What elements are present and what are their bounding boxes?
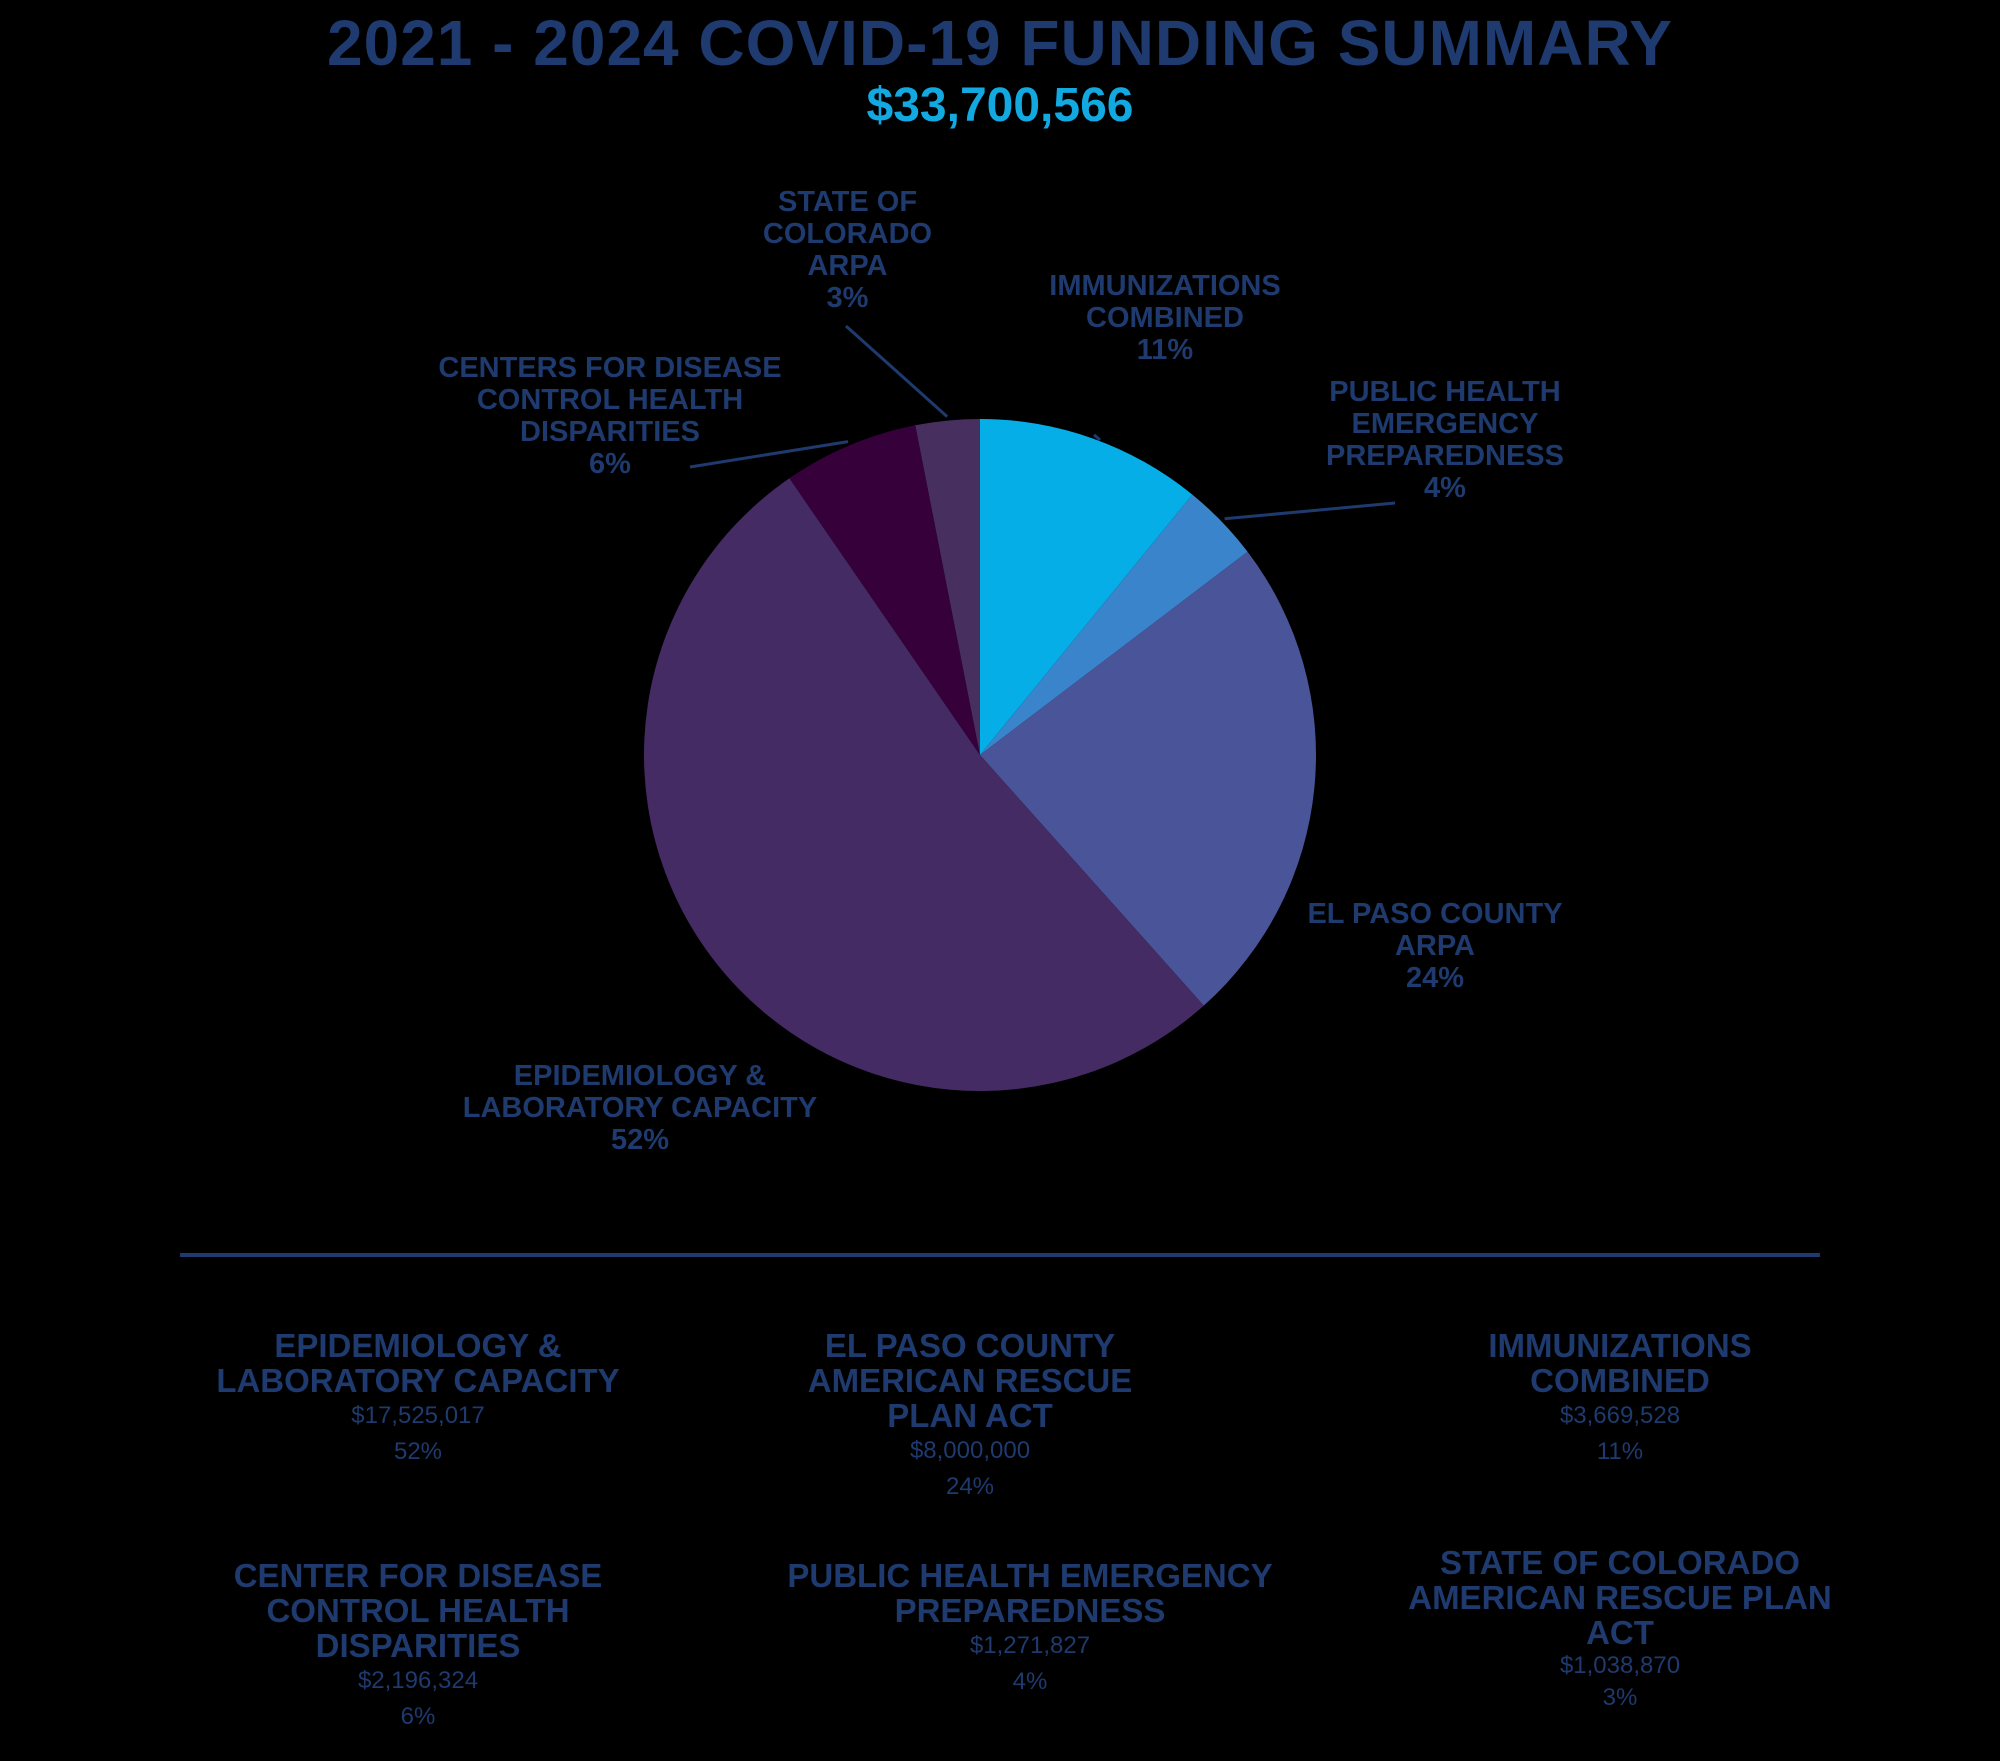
leader-line xyxy=(1093,433,1101,442)
pie-slice-immunizations xyxy=(980,419,1193,755)
pie-label-text: STATE OF COLORADO ARPA xyxy=(762,186,933,282)
summary-card-el-paso: EL PASO COUNTY AMERICAN RESCUE PLAN ACT … xyxy=(790,1328,1150,1505)
pie-label-state-colorado-arpa: STATE OF COLORADO ARPA 3% xyxy=(745,186,950,314)
pie-label-pct: 52% xyxy=(610,1124,670,1156)
summary-card-amount: $2,196,324 xyxy=(357,1667,479,1694)
pie-label-text: CENTERS FOR DISEASE CONTROL HEALTH DISPA… xyxy=(438,352,782,448)
summary-card-pct: 3% xyxy=(1602,1684,1638,1711)
summary-card-state-colorado: STATE OF COLORADO AMERICAN RESCUE PLAN A… xyxy=(1400,1545,1840,1714)
pie-slice-epidemiology xyxy=(643,478,1204,1092)
leader-lines xyxy=(689,324,1396,521)
summary-card-name: CENTER FOR DISEASE CONTROL HEALTH DISPAR… xyxy=(233,1557,603,1664)
pie-label-pct: 4% xyxy=(1424,472,1466,504)
section-divider xyxy=(180,1253,1820,1257)
pie-label-immunizations: IMMUNIZATIONS COMBINED 11% xyxy=(1020,270,1310,366)
summary-card-pct: 52% xyxy=(393,1438,443,1465)
summary-card-pct: 11% xyxy=(1596,1438,1644,1465)
summary-card-amount: $1,038,870 xyxy=(1559,1652,1681,1679)
summary-card-name: PUBLIC HEALTH EMERGENCY PREPAREDNESS xyxy=(787,1557,1273,1629)
pie-slice-cdc-disparities xyxy=(789,425,980,755)
pie-slice-emergency-preparedness xyxy=(980,494,1248,755)
summary-card-name: STATE OF COLORADO AMERICAN RESCUE PLAN A… xyxy=(1408,1544,1832,1651)
pie-label-text: PUBLIC HEALTH EMERGENCY PREPAREDNESS xyxy=(1326,376,1564,472)
summary-card-name: EPIDEMIOLOGY & LABORATORY CAPACITY xyxy=(216,1327,620,1399)
summary-card-amount: $8,000,000 xyxy=(909,1437,1031,1464)
summary-card-pct: 6% xyxy=(400,1703,436,1730)
summary-card-pct: 24% xyxy=(945,1473,995,1500)
pie-label-pct: 6% xyxy=(589,448,631,480)
summary-card-immunizations: IMMUNIZATIONS COMBINED $3,669,528 11% xyxy=(1420,1328,1820,1470)
leader-line xyxy=(1224,501,1396,521)
funding-total: $33,700,566 xyxy=(866,79,1134,132)
leader-line xyxy=(844,324,949,418)
summary-card-epidemiology: EPIDEMIOLOGY & LABORATORY CAPACITY $17,5… xyxy=(178,1328,658,1470)
summary-card-name: EL PASO COUNTY AMERICAN RESCUE PLAN ACT xyxy=(807,1327,1133,1434)
leader-line xyxy=(689,440,849,469)
summary-card-pct: 4% xyxy=(1012,1668,1048,1695)
pie-label-el-paso-arpa: EL PASO COUNTY ARPA 24% xyxy=(1290,898,1580,994)
pie-label-epidemiology: EPIDEMIOLOGY & LABORATORY CAPACITY 52% xyxy=(440,1060,840,1156)
pie-label-text: IMMUNIZATIONS COMBINED xyxy=(1049,270,1281,334)
chart-title: 2021 - 2024 COVID-19 FUNDING SUMMARY xyxy=(327,7,1673,79)
pie-slices xyxy=(643,419,1316,1092)
pie-label-pct: 24% xyxy=(1405,962,1465,994)
summary-card-cdc-disparities: CENTER FOR DISEASE CONTROL HEALTH DISPAR… xyxy=(218,1558,618,1735)
pie-label-text: EPIDEMIOLOGY & LABORATORY CAPACITY xyxy=(462,1060,818,1124)
summary-card-amount: $1,271,827 xyxy=(969,1632,1091,1659)
pie-slice-state-colorado-arpa xyxy=(915,419,980,755)
pie-label-cdc-disparities: CENTERS FOR DISEASE CONTROL HEALTH DISPA… xyxy=(430,352,790,480)
summary-card-amount: $17,525,017 xyxy=(351,1402,485,1429)
summary-card-amount: $3,669,528 xyxy=(1559,1402,1681,1429)
pie-slice-el-paso-arpa xyxy=(980,551,1316,1006)
summary-card-emergency-preparedness: PUBLIC HEALTH EMERGENCY PREPAREDNESS $1,… xyxy=(770,1558,1290,1700)
pie-label-text: EL PASO COUNTY ARPA xyxy=(1307,898,1563,962)
pie-label-pct: 3% xyxy=(826,282,869,314)
pie-label-emergency-preparedness: PUBLIC HEALTH EMERGENCY PREPAREDNESS 4% xyxy=(1310,376,1580,504)
summary-card-name: IMMUNIZATIONS COMBINED xyxy=(1488,1327,1752,1399)
pie-label-pct: 11% xyxy=(1136,334,1194,366)
